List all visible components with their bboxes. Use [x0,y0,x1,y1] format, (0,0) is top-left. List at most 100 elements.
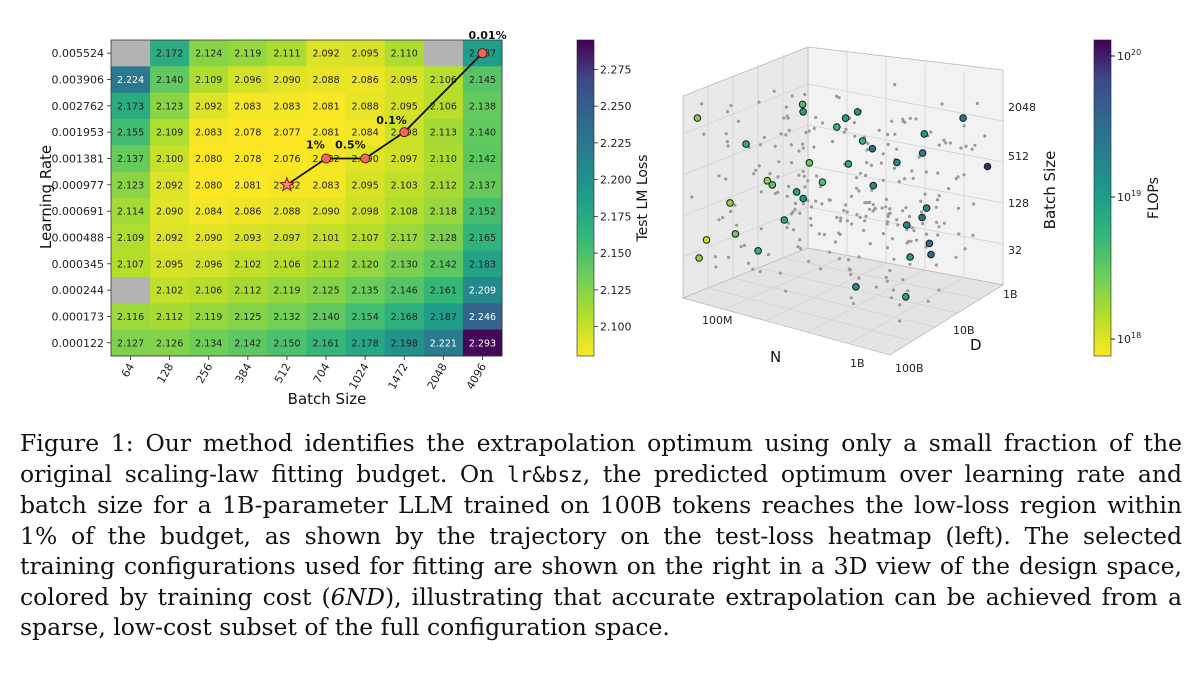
background-config-point [835,94,839,98]
heatmap-cell [423,145,464,173]
heatmap-cell [345,224,386,252]
heatmap-cell-label: 2.137 [117,154,144,165]
background-config-point [935,220,939,224]
heatmap-cell [228,118,268,146]
background-config-point [844,127,848,131]
heatmap-cell-label: 2.119 [273,286,300,297]
heatmap-x-tick-label: 704 [311,361,333,386]
heatmap-cell [306,250,346,278]
background-config-point [935,198,940,202]
trajectory-label: 0.5% [335,138,366,151]
background-config-point [857,189,861,193]
background-config-point [898,303,902,307]
background-config-point [906,289,910,293]
heatmap-cell [462,92,503,120]
heatmap-x-ticks: 64 128 256 384 512 704 1024 1472 2048 4096 [119,355,489,392]
background-config-point [937,225,941,229]
heatmap-cell-label: 2.080 [195,180,222,191]
heatmap-cell-label: 2.095 [391,101,418,112]
background-config-point [914,117,918,121]
heatmap-cell [423,303,464,331]
background-config-point [879,161,884,165]
heatmap-cell-label: 2.110 [391,49,418,60]
heatmap-cell-label: 2.142 [469,154,496,165]
background-config-point [901,209,905,213]
background-config-point [758,269,762,274]
optimum-star-marker [278,176,295,192]
heatmap-cell [150,276,190,304]
background-config-point [757,164,761,168]
heatmap-colorbar-tick: 2.175 [600,210,632,223]
heatmap-cell-label: 2.100 [156,154,183,165]
heatmap-x-tick-label: 384 [233,361,255,386]
background-config-point [971,233,975,237]
background-config-point [772,89,776,93]
heatmap-cell-label: 2.128 [430,233,457,244]
background-config-point [914,238,919,242]
background-config-point [937,194,941,198]
heatmap-x-tick-label: 2048 [425,361,450,392]
background-config-point [819,267,823,271]
d-tick-1b: 1B [1003,288,1018,301]
heatmap-cell-label: 2.092 [312,49,339,60]
heatmap-cell [345,250,386,278]
selected-config-point [869,181,878,190]
heatmap-cell [384,250,425,278]
heatmap-cell-label: 2.081 [234,180,261,191]
background-config-point [782,116,786,120]
heatmap-cell [150,92,190,120]
heatmap-cell [306,118,346,146]
scatter3d-gridlines [682,50,1004,344]
background-config-point [886,132,890,137]
bs-tick-512: 512 [1008,150,1029,163]
heatmap-cell [423,171,464,199]
heatmap-cell [267,224,307,252]
background-config-point [920,210,924,214]
heatmap-cell [267,118,307,146]
heatmap-cell-label: 2.084 [195,207,222,218]
background-config-point [803,92,807,97]
heatmap-cell [345,329,386,357]
background-config-point [942,138,946,142]
heatmap-cell-label: 2.142 [430,259,457,270]
background-config-point [926,299,930,303]
heatmap-cell [462,197,503,225]
heatmap-cell [111,329,151,357]
background-config-point [726,255,731,259]
heatmap-cell [462,276,503,304]
heatmap-cell-label: 2.138 [469,101,496,112]
heatmap-colorbar-tick: 2.100 [600,321,632,334]
background-config-point [784,133,788,137]
background-config-point [972,202,976,206]
background-config-point [917,155,921,159]
flops-tick-1e19: 1019 [1117,189,1141,204]
heatmap-cell-label: 2.168 [391,312,418,323]
heatmap-cell-label: 2.137 [469,180,496,191]
selected-config-point [918,149,927,157]
background-config-point [865,161,869,165]
heatmap-cell [462,145,503,173]
heatmap-y-tick-label: 0.000691 [52,205,105,218]
background-config-point [962,173,966,177]
background-config-point [880,206,884,210]
heatmap-cell [423,224,464,252]
heatmap-cell [345,303,386,331]
heatmap-cell [111,250,151,278]
heatmap-cell [267,197,307,225]
heatmap-cell [462,250,503,278]
heatmap-cell-label: 2.111 [273,49,300,60]
heatmap-cell-label: 2.101 [312,233,339,244]
background-config-point [962,124,966,128]
background-config-point [768,172,772,176]
heatmap-cell-label: 2.102 [234,259,261,270]
background-config-point [729,103,733,108]
background-config-point [751,267,755,271]
heatmap-cell-label: 2.145 [469,75,496,86]
background-config-point [796,245,800,249]
background-config-point [858,171,863,175]
background-config-point [792,228,796,232]
background-config-point [773,144,777,148]
heatmap-cell-label: 2.092 [156,233,183,244]
background-config-point [702,132,706,136]
background-config-point [909,239,913,243]
